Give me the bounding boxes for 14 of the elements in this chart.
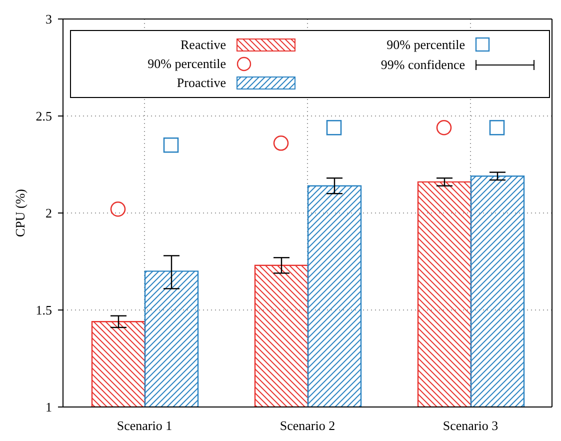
y-tick-label: 1.5 bbox=[36, 302, 52, 318]
x-tick-label: Scenario 2 bbox=[280, 418, 336, 434]
annotation: 99% confidence bbox=[380, 57, 465, 73]
legend-label: Reactive bbox=[180, 36, 226, 53]
y-axis-title: CPU (%) bbox=[12, 188, 28, 238]
y-tick-label: 2 bbox=[46, 206, 52, 221]
legend-label: Proactive bbox=[176, 75, 226, 92]
y-tick-label: 3 bbox=[46, 12, 52, 27]
x-tick-label: Scenario 3 bbox=[442, 418, 498, 434]
y-tick-label: 1 bbox=[46, 400, 52, 415]
legend-label: 90% percentile bbox=[386, 37, 465, 53]
y-tick-label: 2.5 bbox=[36, 108, 52, 124]
legend-label: 90% percentile bbox=[148, 56, 226, 72]
x-tick-label: Scenario 1 bbox=[116, 418, 172, 434]
